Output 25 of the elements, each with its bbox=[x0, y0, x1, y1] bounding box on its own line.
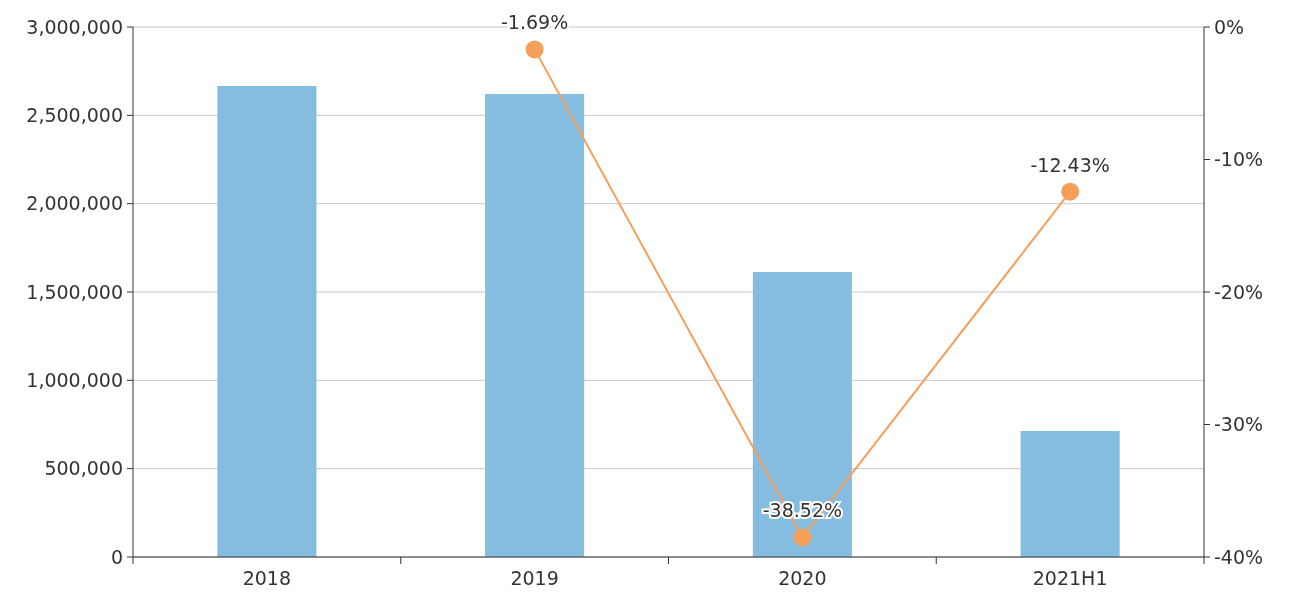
data-label: -1.69% bbox=[501, 11, 569, 34]
y2-tick-label: 0% bbox=[1214, 15, 1245, 38]
y2-tick-label: -10% bbox=[1214, 148, 1264, 171]
y-tick-label: 2,500,000 bbox=[26, 103, 123, 126]
y-tick-label: 500,000 bbox=[44, 457, 123, 480]
x-tick-label: 2020 bbox=[778, 567, 827, 589]
y-tick-label: 0 bbox=[110, 545, 123, 568]
point bbox=[793, 528, 812, 547]
bar bbox=[1020, 431, 1120, 557]
bar bbox=[752, 272, 852, 557]
data-label: -12.43% bbox=[1030, 153, 1110, 176]
y2-tick-label: -40% bbox=[1214, 545, 1264, 568]
y2-tick-label: -20% bbox=[1214, 280, 1264, 303]
bar bbox=[217, 86, 317, 557]
point bbox=[525, 40, 544, 59]
point bbox=[1061, 182, 1080, 201]
x-tick-label: 2019 bbox=[510, 567, 559, 589]
y-tick-label: 1,000,000 bbox=[26, 368, 123, 391]
y-tick-label: 2,000,000 bbox=[26, 192, 123, 215]
bar bbox=[485, 93, 585, 557]
x-tick-label: 2018 bbox=[242, 567, 292, 589]
y-tick-label: 3,000,000 bbox=[26, 15, 123, 38]
y2-tick-label: -30% bbox=[1214, 413, 1264, 436]
y-tick-label: 1,500,000 bbox=[26, 280, 123, 303]
x-tick-label: 2021H1 bbox=[1032, 567, 1108, 589]
